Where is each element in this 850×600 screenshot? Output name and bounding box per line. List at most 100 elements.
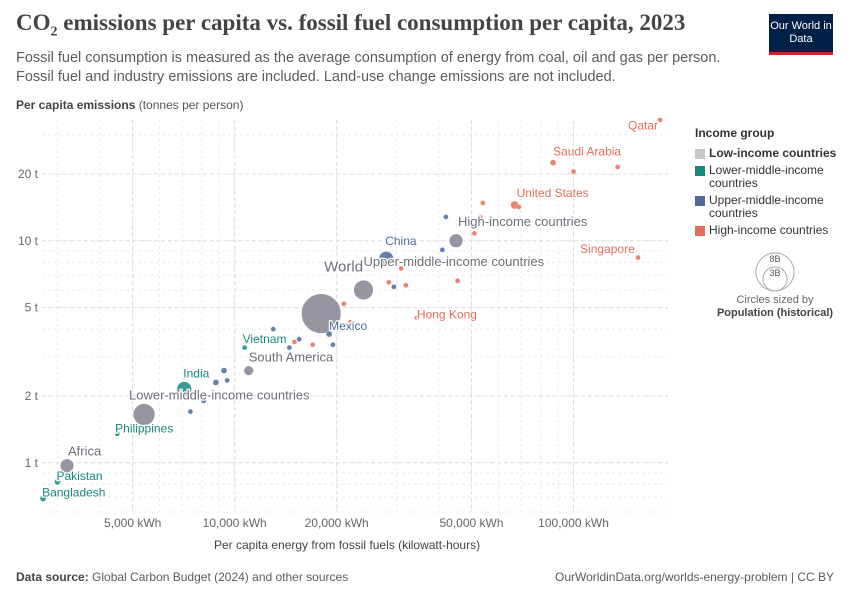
legend-title: Income group — [695, 126, 775, 140]
data-point — [378, 250, 395, 267]
source-url[interactable]: OurWorldinData.org/worlds-energy-problem… — [555, 570, 834, 584]
legend-label: Low-income countries — [709, 146, 837, 160]
data-point — [286, 345, 293, 351]
data-point — [300, 293, 342, 334]
legend-swatch — [695, 166, 705, 176]
data-point — [477, 214, 483, 220]
data-point — [114, 431, 120, 437]
x-tick-label: 50,000 kWh — [440, 516, 504, 530]
point-label: Mexico — [329, 319, 367, 333]
data-point — [296, 336, 302, 342]
data-point — [439, 247, 445, 253]
data-point — [455, 278, 461, 284]
data-point — [391, 284, 397, 290]
x-tick-label: 100,000 kWh — [538, 516, 609, 530]
data-point — [657, 117, 663, 123]
x-axis-label: Per capita energy from fossil fuels (kil… — [214, 538, 481, 552]
data-point — [310, 342, 316, 348]
y-tick-label: 1 t — [25, 456, 39, 470]
data-point — [224, 377, 230, 384]
size-legend: 8B 3B Circles sized by Population (histor… — [715, 250, 835, 320]
data-point — [330, 342, 336, 348]
data-point — [615, 164, 621, 170]
legend-item-upper-middle-income[interactable]: Upper-middle-income countries — [695, 194, 845, 220]
data-point — [243, 365, 255, 377]
data-point — [471, 230, 478, 237]
data-point — [241, 345, 248, 351]
legend-swatch — [695, 149, 705, 159]
data-point — [39, 495, 47, 502]
size-caption: Circles sized by Population (historical) — [716, 294, 834, 319]
point-label: China — [385, 234, 417, 248]
legend-swatch — [695, 196, 705, 206]
data-point — [480, 200, 486, 206]
y-tick-label: 20 t — [18, 167, 39, 181]
legend-item-lower-middle-income[interactable]: Lower-middle-income countries — [695, 164, 845, 190]
size-legend-circles: 8B 3B — [755, 252, 795, 292]
chart-subtitle: Fossil fuel consumption is measured as t… — [16, 50, 721, 85]
x-tick-label: 10,000 kWh — [203, 516, 267, 530]
data-point — [220, 367, 228, 374]
legend-item-high-income[interactable]: High-income countries — [695, 224, 845, 237]
chart-title: CO2 emissions per capita vs. fossil fuel… — [16, 10, 686, 40]
point-label: Hong Kong — [417, 307, 477, 321]
data-point — [443, 214, 449, 220]
data-point — [398, 265, 404, 272]
legend: Income group Low-income countries Lower-… — [695, 126, 845, 241]
legend-label: Lower-middle-income countries — [709, 163, 824, 190]
data-point — [549, 159, 557, 166]
point-label: Qatar — [628, 119, 658, 133]
point-label: Singapore — [580, 242, 635, 256]
data-point — [201, 398, 207, 404]
data-point — [386, 279, 392, 285]
data-point — [291, 339, 298, 345]
point-label: South America — [249, 350, 334, 365]
point-label: Saudi Arabia — [553, 145, 621, 159]
y-tick-label: 5 t — [25, 301, 39, 315]
legend-swatch — [695, 226, 705, 236]
data-source: Data source: Global Carbon Budget (2024)… — [16, 570, 349, 584]
data-point — [414, 315, 420, 321]
size-circle-small — [762, 266, 788, 292]
data-point — [635, 254, 641, 261]
point-label: India — [183, 366, 209, 380]
x-tick-label: 20,000 kWh — [305, 516, 369, 530]
legend-label: High-income countries — [709, 223, 829, 237]
data-point — [570, 168, 577, 175]
data-point — [353, 279, 374, 301]
point-label: High-income countries — [458, 214, 588, 229]
point-label: Africa — [68, 444, 102, 459]
x-tick-label: 5,000 kWh — [104, 516, 161, 530]
point-label: Bangladesh — [42, 486, 105, 500]
data-point — [59, 458, 75, 474]
point-label: Vietnam — [243, 332, 287, 346]
data-point — [403, 282, 409, 288]
data-point — [176, 381, 193, 397]
point-label: United States — [517, 186, 589, 200]
y-tick-label: 10 t — [18, 234, 39, 248]
data-point — [516, 204, 522, 210]
size-label-large: 8B — [769, 254, 780, 264]
y-axis-label: Per capita emissions (tonnes per person) — [16, 98, 244, 112]
data-point — [212, 379, 220, 386]
data-point — [424, 257, 430, 263]
data-point — [270, 326, 276, 332]
data-point — [341, 301, 347, 307]
point-label: Lower-middle-income countries — [129, 387, 310, 402]
data-point — [412, 260, 418, 267]
owid-logo[interactable]: Our World in Data — [769, 14, 833, 55]
data-point — [348, 319, 354, 325]
data-point — [132, 403, 156, 426]
data-point — [54, 478, 61, 486]
legend-item-low-income[interactable]: Low-income countries — [695, 147, 845, 160]
point-label: World — [324, 259, 363, 276]
y-tick-label: 2 t — [25, 389, 39, 403]
point-label: Philippines — [115, 421, 173, 435]
point-label: Pakistan — [57, 469, 103, 483]
point-label: Upper-middle-income countries — [364, 254, 545, 269]
data-point — [448, 233, 464, 249]
data-point — [325, 330, 333, 338]
size-label-small: 3B — [769, 268, 780, 278]
data-point — [187, 408, 194, 415]
